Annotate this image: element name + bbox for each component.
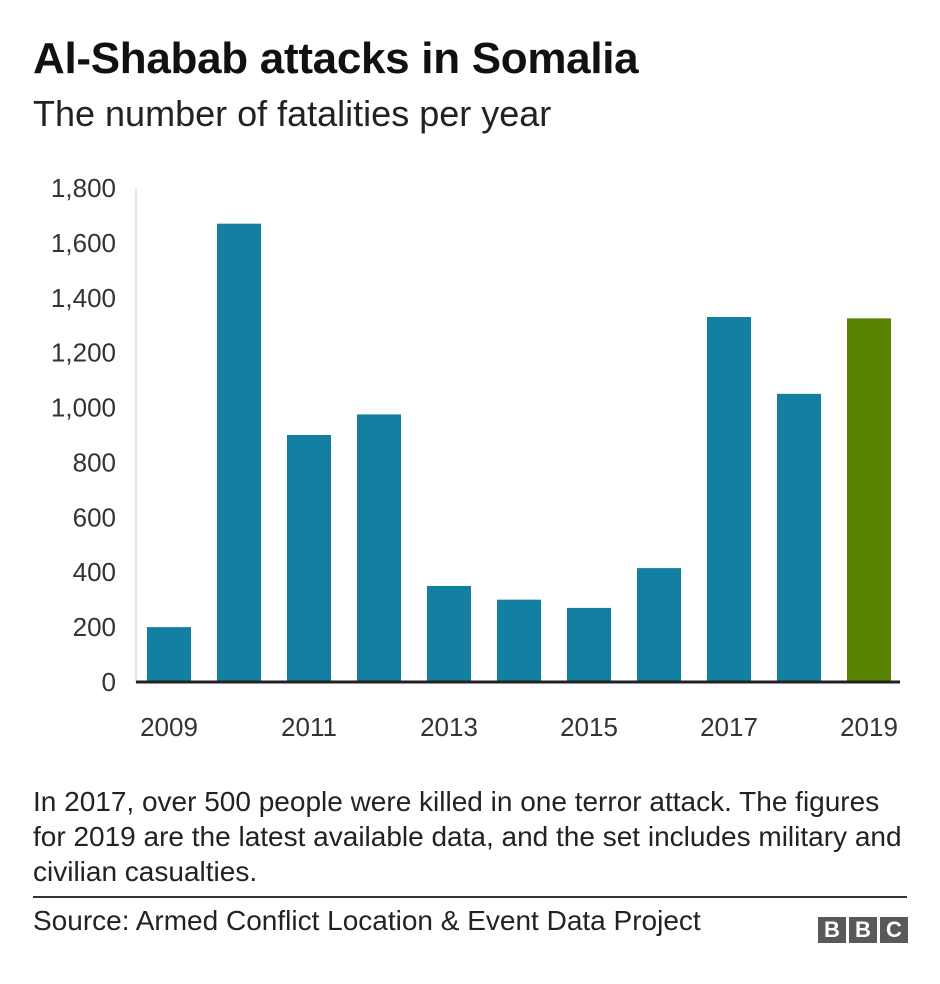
x-tick-label: 2009 <box>140 712 198 742</box>
bars <box>147 223 891 682</box>
y-tick-label: 400 <box>73 557 116 587</box>
bar-2018 <box>777 393 821 682</box>
x-tick-label: 2015 <box>560 712 618 742</box>
x-tick-label: 2019 <box>840 712 898 742</box>
footer-divider <box>33 896 907 898</box>
bar-2017 <box>707 316 751 682</box>
bar-2010 <box>217 223 261 682</box>
bar-2013 <box>427 585 471 682</box>
y-tick-label: 1,600 <box>51 228 116 258</box>
y-tick-label: 800 <box>73 447 116 477</box>
bar-2016 <box>637 568 681 682</box>
bbc-logo-letter: C <box>880 917 908 943</box>
bar-chart: 0 200 400 600 800 1,000 1,200 1,400 1,600 1,800 2… <box>51 173 900 742</box>
y-tick-label: 1,200 <box>51 338 116 368</box>
chart-subtitle: The number of fatalities per year <box>33 93 552 134</box>
bar-2019 <box>847 318 891 682</box>
bar-2011 <box>287 435 331 682</box>
y-tick-label: 1,400 <box>51 283 116 313</box>
y-tick-label: 1,000 <box>51 393 116 423</box>
x-tick-label: 2013 <box>420 712 478 742</box>
bbc-logo: B B C <box>818 917 908 943</box>
y-axis-ticks: 0 200 400 600 800 1,000 1,200 1,400 1,600 1,800 <box>51 173 116 697</box>
y-tick-label: 200 <box>73 612 116 642</box>
bbc-logo-letter: B <box>849 917 877 943</box>
chart-title: Al-Shabab attacks in Somalia <box>33 34 639 83</box>
bar-2009 <box>147 627 191 682</box>
x-axis-ticks: 2009 2011 2013 2015 2017 2019 <box>140 712 898 742</box>
y-tick-label: 0 <box>102 667 116 697</box>
bar-2015 <box>567 607 611 682</box>
chart-note: In 2017, over 500 people were killed in … <box>33 786 902 887</box>
x-tick-label: 2017 <box>700 712 758 742</box>
bar-2012 <box>357 414 401 682</box>
x-tick-label: 2011 <box>281 712 337 742</box>
y-tick-label: 600 <box>73 502 116 532</box>
bar-2014 <box>497 599 541 682</box>
source-text: Source: Armed Conflict Location & Event … <box>33 905 701 936</box>
bbc-logo-letter: B <box>818 917 846 943</box>
y-tick-label: 1,800 <box>51 173 116 203</box>
